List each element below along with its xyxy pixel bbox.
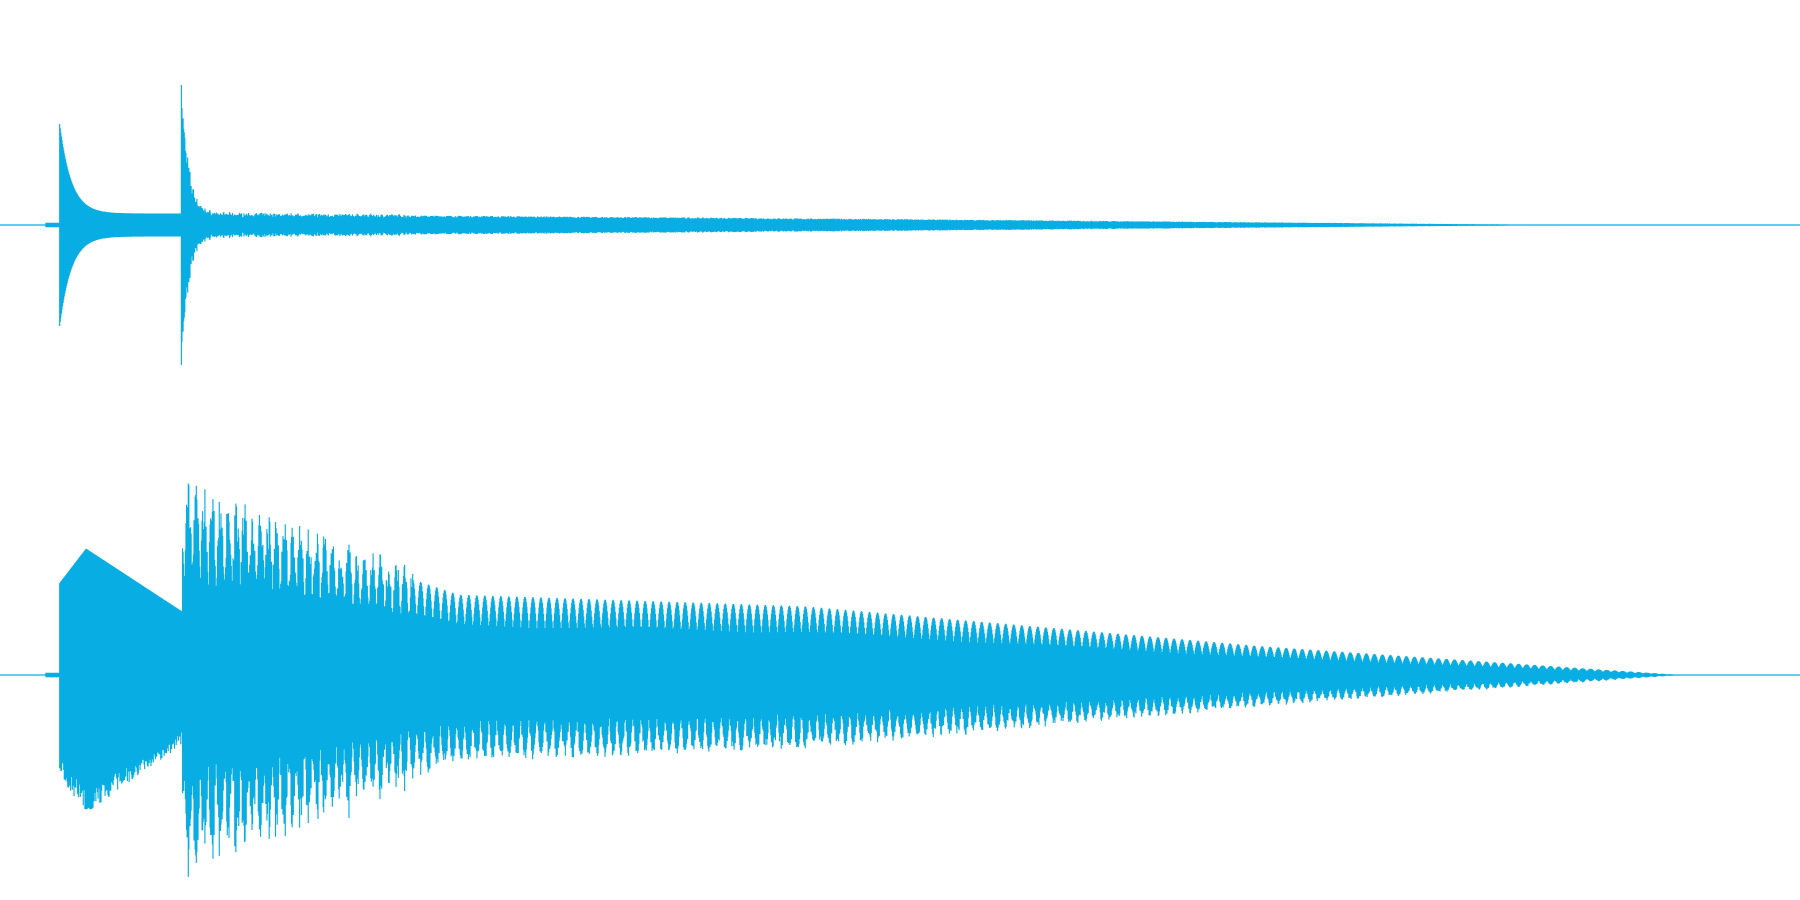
channel-2-waveform [45, 483, 1682, 877]
channel-1-waveform [45, 84, 1566, 366]
